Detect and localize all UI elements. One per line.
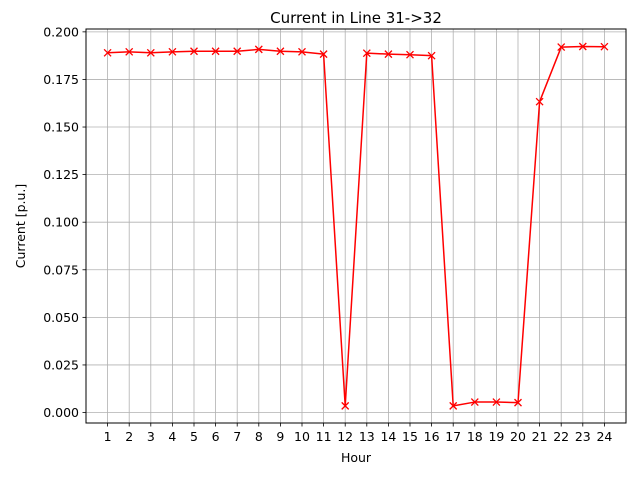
x-tick-label: 14 [380, 429, 396, 444]
x-tick-label: 21 [532, 429, 548, 444]
plot-frame [85, 28, 627, 424]
x-tick-label: 8 [255, 429, 263, 444]
x-tick-label: 22 [553, 429, 569, 444]
data-point-marker [557, 43, 566, 52]
data-point-marker [319, 50, 328, 59]
data-point-marker [190, 47, 198, 56]
data-point-marker [384, 50, 393, 59]
data-point-marker [276, 47, 285, 56]
data-point-marker [514, 398, 522, 407]
x-tick-label: 18 [467, 429, 483, 444]
data-point-marker [341, 401, 350, 410]
x-tick-label: 10 [294, 429, 310, 444]
data-point-marker [535, 97, 544, 106]
series-layer [103, 42, 609, 410]
data-point-marker [362, 49, 371, 58]
x-tick-label: 24 [596, 429, 612, 444]
data-point-marker [254, 45, 263, 54]
data-point-marker [470, 398, 479, 407]
y-tick-label: 0.175 [43, 72, 79, 87]
chart-title: Current in Line 31->32 [270, 9, 442, 27]
y-tick-label: 0.075 [43, 262, 79, 277]
y-tick-label: 0.025 [43, 357, 79, 372]
y-axis-ticks: 0.000 0.025 0.050 0.075 0.100 0.125 0.150 0.175… [43, 24, 86, 420]
y-tick-label: 0.125 [43, 167, 79, 182]
data-point-marker [233, 47, 242, 56]
data-point-marker [578, 42, 587, 51]
x-tick-label: 20 [510, 429, 526, 444]
x-tick-label: 6 [212, 429, 220, 444]
x-tick-label: 19 [488, 429, 504, 444]
x-tick-label: 9 [276, 429, 284, 444]
x-tick-label: 23 [575, 429, 591, 444]
x-tick-label: 5 [190, 429, 198, 444]
x-tick-label: 4 [168, 429, 176, 444]
x-tick-label: 11 [316, 429, 332, 444]
data-point-marker [492, 398, 501, 407]
x-axis-label: Hour [341, 450, 372, 465]
y-tick-label: 0.100 [43, 215, 79, 230]
data-point-marker [449, 401, 458, 410]
x-tick-label: 7 [233, 429, 241, 444]
x-tick-label: 12 [337, 429, 353, 444]
data-point-marker [125, 47, 134, 56]
data-point-marker [600, 42, 609, 51]
y-tick-label: 0.150 [43, 120, 79, 135]
y-axis-label: Current [p.u.] [13, 184, 28, 268]
x-tick-label: 2 [125, 429, 133, 444]
y-tick-label: 0.000 [43, 405, 79, 420]
data-point-marker [211, 47, 220, 56]
y-tick-label: 0.200 [43, 24, 79, 39]
x-tick-label: 16 [424, 429, 440, 444]
data-point-marker [168, 47, 177, 56]
series-line [107, 45, 605, 407]
data-point-marker [146, 48, 155, 57]
x-tick-label: 13 [359, 429, 375, 444]
y-tick-label: 0.050 [43, 310, 79, 325]
grid [86, 29, 626, 423]
x-tick-label: 3 [147, 429, 155, 444]
x-tick-label: 17 [445, 429, 461, 444]
x-tick-label: 1 [104, 429, 112, 444]
data-point-marker [406, 50, 414, 59]
data-point-marker [298, 47, 306, 56]
x-tick-label: 15 [402, 429, 418, 444]
data-point-marker [103, 48, 112, 57]
data-point-marker [427, 51, 436, 60]
x-axis-ticks: 1 2 3 4 5 6 7 8 9 10 11 12 13 14 15 16 17 18 19 20 21 22 23 24 [104, 423, 612, 444]
